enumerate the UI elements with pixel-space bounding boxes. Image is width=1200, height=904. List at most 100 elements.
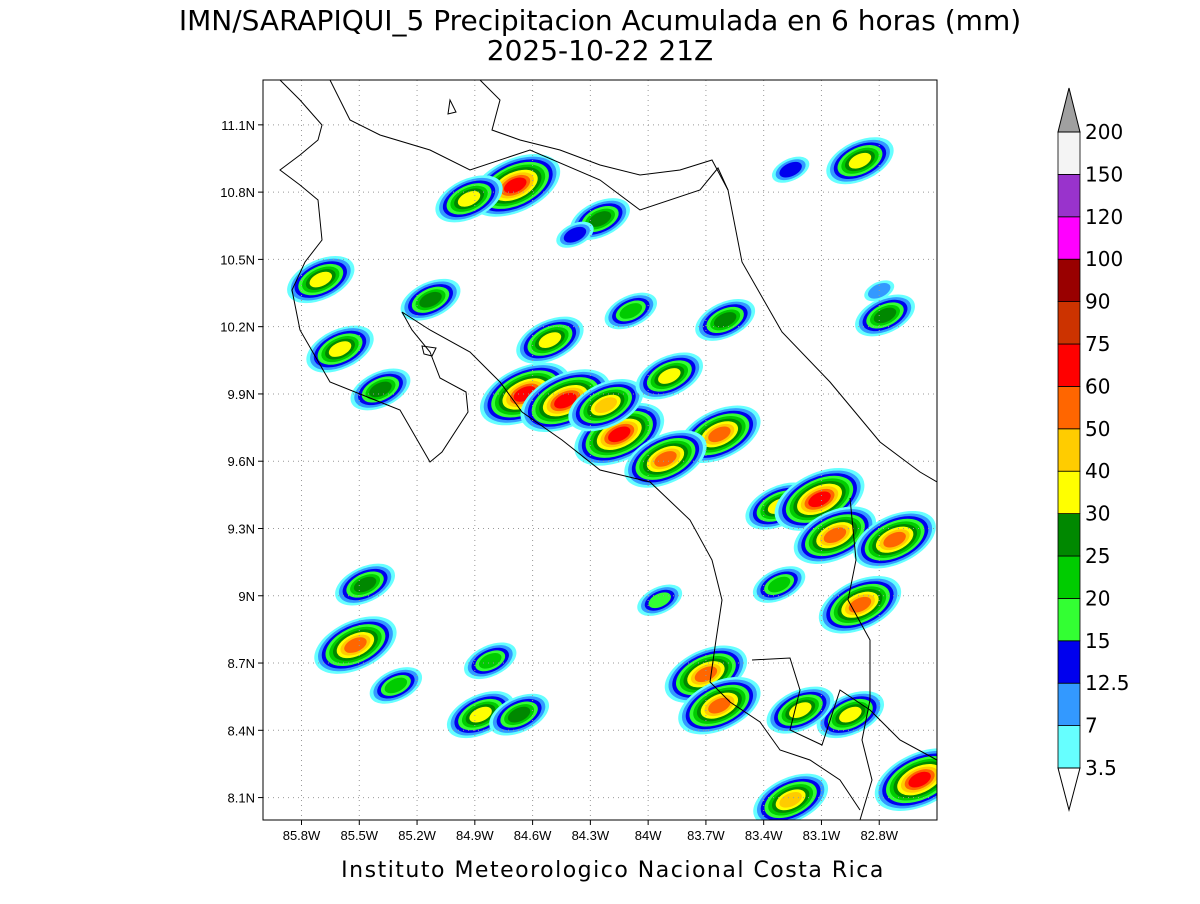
precip-contour	[873, 307, 897, 324]
precip-contour	[808, 491, 831, 508]
x-tick-label: 84W	[635, 828, 662, 843]
y-tick-label: 8.1N	[228, 791, 255, 806]
y-tick-label: 10.2N	[220, 320, 255, 335]
x-tick-label: 84.9W	[456, 828, 494, 843]
y-tick-label: 9.6N	[228, 454, 255, 469]
precip-cell	[826, 137, 894, 185]
precip-cell	[771, 156, 810, 183]
precip-contour	[309, 271, 332, 288]
precip-contour	[767, 576, 791, 593]
precip-contour	[588, 211, 612, 227]
precip-contour	[648, 592, 671, 609]
precipitation-field	[287, 137, 937, 820]
precip-contour	[839, 706, 862, 723]
precip-cell	[766, 686, 834, 734]
colorbar: 3.5 7 12.5 15 20 25 30 40 50 60 75 90 100 120 150 200	[1057, 87, 1130, 812]
x-tick-label: 83.7W	[687, 828, 725, 843]
precip-cell	[314, 616, 397, 674]
precip-contour	[479, 652, 502, 669]
precip-contour	[848, 596, 872, 613]
colorbar-bin	[1057, 513, 1081, 557]
colorbar-label: 12.5	[1085, 671, 1130, 695]
x-tick-label: 84.3W	[572, 828, 610, 843]
precip-cell	[678, 676, 761, 735]
colorbar-label: 30	[1085, 502, 1110, 526]
colorbar-bin	[1057, 385, 1081, 430]
colorbar-label: 3.5	[1085, 756, 1117, 780]
precip-cell	[350, 368, 411, 411]
colorbar-bin	[1057, 555, 1081, 599]
footer: Instituto Meteorologico Nacional Costa R…	[341, 858, 885, 883]
precip-cell	[464, 642, 517, 680]
precip-contour	[848, 152, 872, 169]
colorbar-label: 25	[1085, 544, 1110, 568]
precip-cell	[516, 316, 584, 364]
precip-contour	[369, 381, 392, 398]
osa-coast	[751, 657, 937, 761]
colorbar-bin	[1057, 725, 1081, 769]
precip-contour	[823, 527, 847, 544]
colorbar-bin	[1057, 131, 1081, 175]
subtitle: 2025-10-22 21Z	[487, 34, 713, 67]
y-tick-label: 8.7N	[228, 656, 255, 671]
precip-cell	[874, 748, 937, 812]
colorbar-bin	[1057, 640, 1081, 684]
colorbar-label: 120	[1085, 205, 1123, 229]
colorbar-label: 75	[1085, 332, 1110, 356]
precip-cell	[335, 563, 396, 606]
colorbar-label: 20	[1085, 586, 1110, 610]
colorbar-label: 150	[1085, 162, 1123, 186]
panama-border	[847, 497, 873, 820]
y-tick-label: 8.4N	[228, 723, 255, 738]
y-tick-label: 9.3N	[228, 521, 255, 536]
precip-cell	[635, 352, 704, 400]
precip-cell	[556, 221, 594, 248]
colorbar-bin	[1057, 258, 1081, 303]
precip-contour	[883, 531, 906, 548]
colorbar-label: 100	[1085, 247, 1123, 271]
grid	[258, 80, 937, 825]
colorbar-bin	[1057, 470, 1081, 515]
precip-cell	[435, 175, 503, 223]
precip-contour	[538, 332, 562, 348]
y-tick-label: 9.9N	[228, 387, 255, 402]
colorbar-bin	[1057, 343, 1081, 387]
x-tick-label: 84.6W	[514, 828, 552, 843]
precip-contour	[384, 677, 408, 694]
pacific-coast	[279, 80, 861, 811]
precip-cell	[695, 299, 756, 341]
y-tick-label: 10.8N	[220, 185, 255, 200]
precip-cell	[637, 584, 683, 616]
colorbar-bin	[1057, 428, 1081, 472]
lake-island	[447, 98, 457, 115]
x-tick-label: 85.2W	[398, 828, 436, 843]
precip-cell	[853, 510, 936, 569]
precip-cell	[400, 278, 461, 321]
precip-contour	[789, 702, 812, 718]
colorbar-bin	[1057, 301, 1081, 345]
precip-cell	[306, 325, 374, 373]
colorbar-label: 90	[1085, 290, 1110, 314]
x-tick-label: 82.8W	[860, 828, 898, 843]
colorbar-bin	[1057, 598, 1081, 642]
precip-contour	[658, 368, 681, 384]
map-frame	[262, 79, 938, 821]
precip-contour	[563, 226, 587, 243]
precip-contour	[507, 706, 531, 723]
x-tick-label: 83.1W	[803, 828, 841, 843]
colorbar-bin	[1057, 173, 1081, 218]
precip-contour	[594, 397, 618, 413]
precip-contour	[779, 161, 802, 178]
caribbean-coast	[479, 80, 937, 483]
precip-contour	[713, 312, 737, 328]
precip-contour	[504, 177, 527, 194]
precip-cell	[369, 667, 423, 704]
precip-cell	[604, 292, 658, 330]
y-tick-label: 11.1N	[221, 118, 255, 133]
precip-contour	[708, 426, 731, 443]
precip-contour	[908, 771, 931, 788]
nicaragua-border	[329, 80, 729, 211]
precip-cell	[774, 467, 865, 531]
colorbar-bin	[1057, 216, 1081, 260]
